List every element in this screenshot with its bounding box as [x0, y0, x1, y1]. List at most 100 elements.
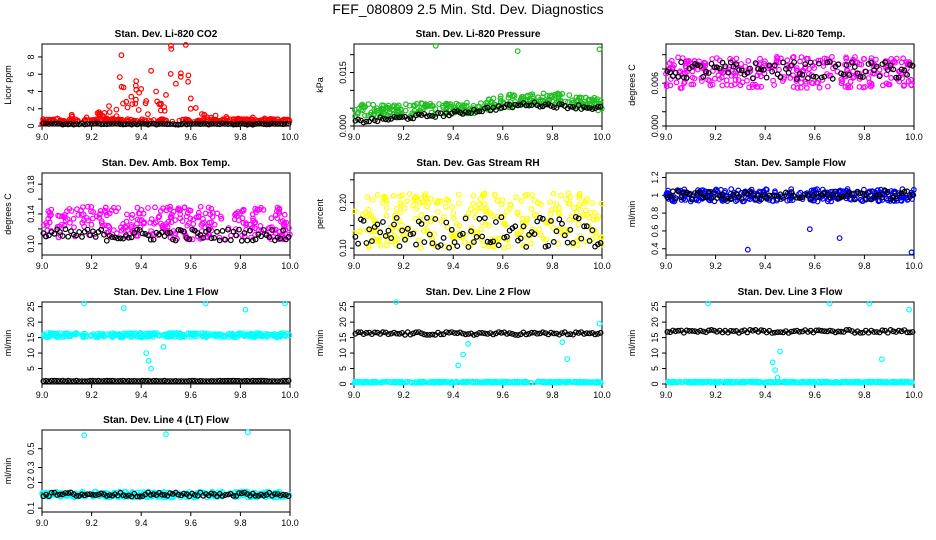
data-point	[596, 320, 603, 327]
data-point	[448, 226, 455, 233]
data-point	[570, 239, 576, 246]
data-point	[247, 333, 254, 340]
data-point	[597, 239, 604, 246]
data-point	[866, 195, 872, 202]
data-point	[419, 100, 426, 107]
data-point	[840, 71, 847, 78]
data-point	[51, 377, 58, 384]
data-point	[843, 54, 849, 61]
data-point	[390, 103, 397, 110]
data-point	[462, 239, 468, 246]
data-point	[158, 120, 165, 127]
data-point	[451, 239, 458, 246]
data-point	[770, 77, 776, 84]
data-point	[517, 235, 524, 242]
data-point	[571, 205, 577, 212]
data-point	[120, 305, 127, 312]
data-point	[380, 329, 386, 336]
data-point	[576, 202, 582, 209]
data-point	[81, 300, 88, 307]
data-point	[705, 188, 712, 195]
data-point	[681, 74, 687, 81]
data-point	[675, 54, 681, 61]
data-point	[161, 104, 168, 110]
data-point	[574, 209, 580, 216]
data-point	[413, 197, 420, 204]
data-point	[673, 79, 680, 86]
data-point	[473, 233, 480, 240]
data-point	[586, 330, 593, 337]
data-point	[244, 377, 251, 384]
data-point	[769, 359, 776, 366]
data-point	[260, 377, 267, 384]
data-point	[43, 233, 49, 240]
data-point	[785, 192, 792, 199]
x-tick-label: 9.8	[546, 390, 559, 400]
data-point	[283, 120, 289, 127]
y-tick-label: 20	[26, 317, 36, 327]
data-point	[84, 378, 91, 385]
y-axis-label: kPa	[315, 77, 325, 93]
data-point	[719, 82, 726, 89]
data-point	[233, 377, 240, 384]
data-point	[70, 378, 77, 385]
data-point	[501, 234, 508, 241]
data-point	[760, 191, 767, 198]
data-point	[407, 231, 414, 238]
data-point	[758, 66, 764, 73]
data-point	[384, 378, 391, 385]
data-point	[227, 120, 234, 127]
data-point	[402, 107, 409, 114]
y-tick-label: 0.14	[26, 205, 36, 223]
data-point	[83, 114, 90, 121]
data-point	[255, 120, 262, 127]
data-point	[458, 379, 465, 386]
data-point	[236, 226, 242, 233]
data-point	[480, 192, 487, 199]
data-point	[113, 208, 119, 215]
data-point	[200, 234, 207, 241]
data-point	[418, 330, 425, 337]
data-point	[465, 340, 472, 347]
data-point	[585, 96, 592, 103]
data-point	[860, 74, 866, 80]
data-point	[526, 102, 532, 109]
x-tick-label: 10.0	[593, 390, 611, 400]
data-point	[192, 104, 199, 111]
data-point	[749, 81, 756, 88]
plot-frame	[353, 43, 603, 127]
data-point	[355, 109, 362, 116]
data-point	[136, 378, 143, 384]
data-point	[451, 108, 458, 115]
data-point	[79, 233, 85, 240]
y-tick-label: 0.000	[338, 115, 348, 138]
data-point	[163, 91, 169, 98]
data-point	[744, 246, 751, 253]
data-point	[468, 110, 475, 116]
data-point	[596, 379, 603, 386]
y-tick-label: 0.4	[650, 243, 660, 256]
data-point	[861, 56, 868, 62]
scatter-points	[663, 186, 917, 256]
data-point	[575, 215, 582, 222]
data-point	[374, 118, 381, 125]
data-point	[536, 226, 543, 233]
data-point	[670, 188, 676, 195]
data-point	[811, 65, 818, 71]
data-point	[73, 232, 80, 239]
data-point	[851, 196, 858, 203]
data-point	[477, 196, 484, 203]
data-point	[371, 217, 377, 224]
data-point	[730, 191, 737, 198]
data-point	[471, 332, 477, 338]
y-tick-label: 0.20	[338, 194, 348, 212]
data-point	[363, 118, 370, 125]
data-point	[156, 121, 163, 127]
data-point	[812, 187, 819, 193]
data-point	[189, 377, 196, 384]
data-point	[505, 243, 512, 250]
data-point	[873, 192, 880, 199]
data-point	[371, 117, 378, 124]
data-point	[523, 331, 530, 338]
data-point	[114, 235, 121, 242]
